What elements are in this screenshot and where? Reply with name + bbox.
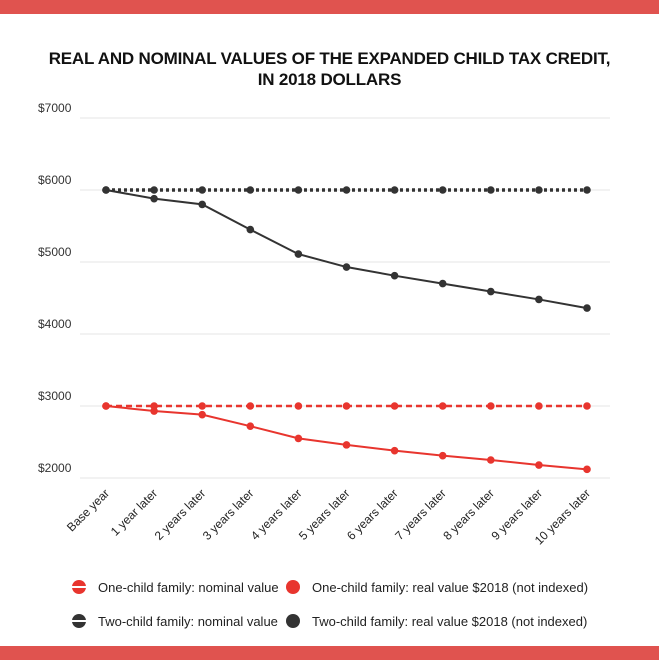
data-point [390,402,399,410]
data-point [198,410,206,419]
data-point [294,402,303,410]
data-point [487,287,495,296]
legend-marker-two-child-real [286,614,300,628]
data-point [294,434,303,443]
data-point [438,402,447,410]
data-point [487,186,495,194]
legend-label-one-child-nominal: One-child family: nominal value [98,579,279,595]
data-point [535,461,543,469]
data-point [246,402,255,410]
data-point [390,186,399,194]
data-point [438,451,447,460]
series-line [105,189,588,310]
data-point [150,407,158,415]
legend-marker-two-child-nominal [70,614,88,628]
data-point [390,271,399,280]
legend-label-two-child-real: Two-child family: real value $2018 (not … [312,613,588,629]
legend-marker-one-child-real [286,580,300,594]
legend-label-two-child-nominal: Two-child family: nominal value [98,613,278,629]
x-tick-label: 8 years later [440,486,497,543]
legend-item-one-child-real: One-child family: real value $2018 (not … [284,578,588,596]
data-point [198,402,206,410]
data-point [342,441,351,449]
data-point [342,263,351,271]
data-point [390,446,399,455]
y-tick-label: $7000 [38,101,72,115]
x-tick-label: 5 years later [296,486,353,543]
legend-label-one-child-real: One-child family: real value $2018 (not … [312,579,589,595]
data-point [487,402,495,410]
data-point [438,186,447,194]
data-point [150,194,158,203]
data-point [294,186,303,194]
data-point [294,250,303,258]
x-tick-label: 3 years later [200,486,257,543]
x-tick-label: 1 year later [108,486,160,538]
data-point [583,465,591,474]
x-tick-label: 4 years later [248,486,305,543]
legend-item-two-child-real: Two-child family: real value $2018 (not … [284,612,587,630]
chart-title-line-2: IN 2018 DOLLARS [257,70,402,89]
x-tick-label: Base year [64,486,112,534]
legend-item-one-child-nominal: One-child family: nominal value [70,578,279,596]
data-point [102,402,110,410]
data-point [102,186,110,194]
data-point [583,304,591,312]
y-tick-label: $3000 [38,389,72,403]
data-point [342,186,351,194]
y-tick-label: $2000 [38,461,72,475]
data-point [246,186,255,194]
data-point [583,402,591,410]
data-point [583,186,591,194]
y-tick-label: $4000 [38,317,72,331]
data-point [246,225,255,234]
legend-item-two-child-nominal: Two-child family: nominal value [70,612,278,630]
bottom-accent-band [0,646,659,660]
chart-title: REAL AND NOMINAL VALUES OF THE EXPANDED … [0,48,659,90]
line-chart: $7000 $6000 $5000 $4000 $3000 $2000 Base year1… [38,101,610,548]
data-point [150,186,158,194]
data-point [342,402,351,410]
data-point [198,186,206,194]
legend-marker-one-child-nominal [70,580,88,594]
data-point [535,186,543,194]
top-accent-band [0,0,659,14]
data-point [438,279,447,288]
y-tick-label: $5000 [38,245,72,259]
y-tick-label: $6000 [38,173,72,187]
data-point [246,422,255,430]
data-point [535,295,543,304]
series-line [105,405,588,471]
data-point [487,456,495,464]
x-tick-label: 7 years later [392,486,449,543]
data-point [198,200,206,209]
x-tick-label: 2 years later [152,486,209,543]
chart-title-line-1: REAL AND NOMINAL VALUES OF THE EXPANDED … [48,49,611,68]
data-point [535,402,543,410]
